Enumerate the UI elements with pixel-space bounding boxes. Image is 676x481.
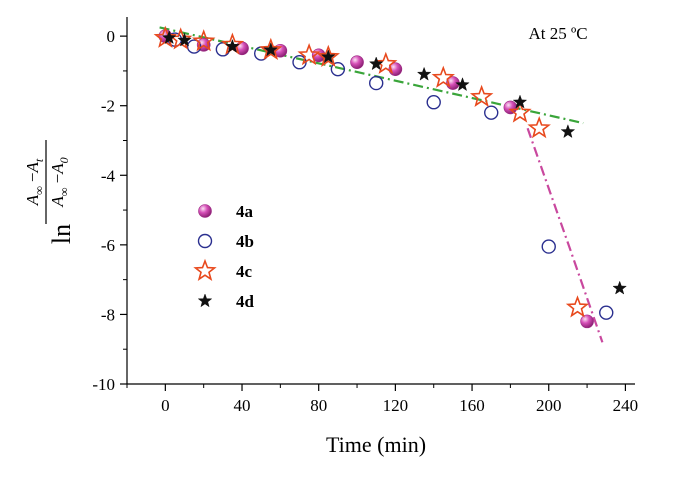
point-4d xyxy=(612,280,627,295)
point-4d xyxy=(225,38,240,53)
point-4d xyxy=(455,77,470,92)
point-4a xyxy=(503,100,518,115)
point-4b xyxy=(541,239,556,254)
point-4c xyxy=(374,51,398,74)
y-tick-label: 0 xyxy=(107,27,116,46)
x-tick-label: 120 xyxy=(383,396,409,415)
point-4d xyxy=(320,49,336,64)
x-tick-label: 0 xyxy=(161,396,170,415)
legend-label-4c: 4c xyxy=(236,262,253,281)
axes: 0 40 80 120 160 200 240 0 -2 -4 -6 -8 -10 xyxy=(92,17,638,415)
point-4a xyxy=(580,314,594,329)
x-axis-title: Time (min) xyxy=(326,432,426,457)
point-4b xyxy=(186,39,202,54)
point-4a xyxy=(350,55,364,70)
x-tick-label: 80 xyxy=(310,396,327,415)
point-4d xyxy=(368,56,384,71)
point-4c xyxy=(191,29,216,52)
point-4d xyxy=(512,94,528,109)
y-axis-title-numerator: A∞ −At xyxy=(23,158,46,206)
point-4c xyxy=(297,43,321,66)
point-4b xyxy=(426,95,441,110)
y-tick-label: -4 xyxy=(101,166,116,185)
point-4c xyxy=(527,116,551,139)
point-4b xyxy=(599,305,614,320)
steep-fit-line xyxy=(526,127,604,343)
point-4d xyxy=(161,30,177,45)
legend-marker-4b xyxy=(197,233,213,249)
legend: 4a 4b 4c 4d xyxy=(193,202,255,311)
legend-marker-4a xyxy=(198,204,212,218)
x-tick-label: 240 xyxy=(613,396,639,415)
point-4c xyxy=(316,44,340,67)
x-tick-label: 40 xyxy=(234,396,251,415)
y-tick-label: -8 xyxy=(101,305,115,324)
legend-marker-4d xyxy=(197,293,213,308)
point-4b xyxy=(484,105,499,120)
fit-lines xyxy=(159,26,604,343)
point-4c xyxy=(469,84,494,107)
legend-label-4a: 4a xyxy=(236,202,254,221)
legend-label-4d: 4d xyxy=(236,292,255,311)
legend-label-4b: 4b xyxy=(236,232,254,251)
data-points xyxy=(153,25,627,329)
point-4c xyxy=(259,37,283,60)
point-4c xyxy=(565,295,590,318)
y-tick-label: -10 xyxy=(92,375,115,394)
point-4d xyxy=(177,32,192,47)
point-4c xyxy=(508,100,532,123)
point-4b xyxy=(330,61,346,77)
point-4d xyxy=(263,42,279,57)
point-4c xyxy=(431,65,455,88)
y-axis-title-ln: ln xyxy=(47,224,76,244)
legend-marker-4c xyxy=(193,258,217,281)
y-tick-label: -2 xyxy=(101,97,115,116)
chart-annotation: At 25 ºC xyxy=(528,24,587,43)
x-tick-label: 200 xyxy=(536,396,562,415)
x-tick-label: 160 xyxy=(459,396,485,415)
point-4d xyxy=(416,66,432,81)
y-tick-label: -6 xyxy=(101,236,115,255)
point-4b xyxy=(369,75,384,91)
point-4d xyxy=(560,124,576,139)
y-axis-title: ln A∞ −At A∞ −A0 xyxy=(23,140,76,244)
y-axis-title-denominator: A∞ −A0 xyxy=(48,157,71,207)
